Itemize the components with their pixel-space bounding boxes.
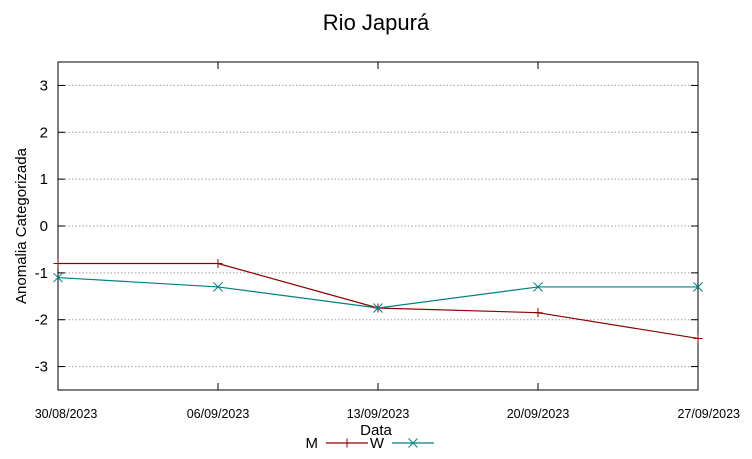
- y-tick-label: 1: [40, 171, 48, 188]
- data-point-m: [533, 308, 543, 318]
- legend-label-m: M: [306, 435, 319, 452]
- y-tick-label: -1: [35, 265, 48, 282]
- x-tick-label: 30/08/2023: [35, 407, 98, 421]
- data-point-m: [213, 258, 223, 268]
- series-line-w: [57, 276, 698, 309]
- chart-title: Rio Japurá: [323, 10, 430, 35]
- y-tick-label: 2: [40, 124, 48, 141]
- data-point-m: [693, 333, 703, 343]
- data-point-w: [53, 272, 63, 283]
- series-line-m: [58, 262, 699, 340]
- legend-marker-m: [342, 438, 352, 448]
- data-point-m: [53, 258, 63, 268]
- data-point-w: [213, 282, 223, 292]
- x-tick-label: 20/09/2023: [507, 407, 570, 421]
- y-tick-label: -3: [35, 359, 48, 376]
- y-axis: 3 2 1 0 -1 -2 -3: [35, 77, 698, 376]
- y-tick-label: -2: [35, 312, 48, 329]
- x-tick-label: 27/09/2023: [677, 407, 740, 421]
- x-tick-label: 06/09/2023: [187, 407, 250, 421]
- series-group: [53, 258, 703, 343]
- x-tick-label: 13/09/2023: [347, 407, 410, 421]
- y-axis-label: Anomalia Categorizada: [13, 147, 30, 304]
- legend-label-w: W: [370, 435, 385, 452]
- data-point-w: [373, 303, 383, 313]
- y-tick-label: 0: [40, 218, 48, 235]
- x-axis: 30/08/2023 06/09/2023 13/09/2023 20/09/2023…: [35, 62, 740, 421]
- data-point-w: [533, 282, 543, 292]
- grid: [58, 84, 698, 368]
- y-tick-label: 3: [40, 77, 48, 94]
- legend-marker-w: [408, 438, 418, 448]
- data-point-w: [693, 282, 703, 292]
- x-axis-label: Data: [360, 422, 392, 439]
